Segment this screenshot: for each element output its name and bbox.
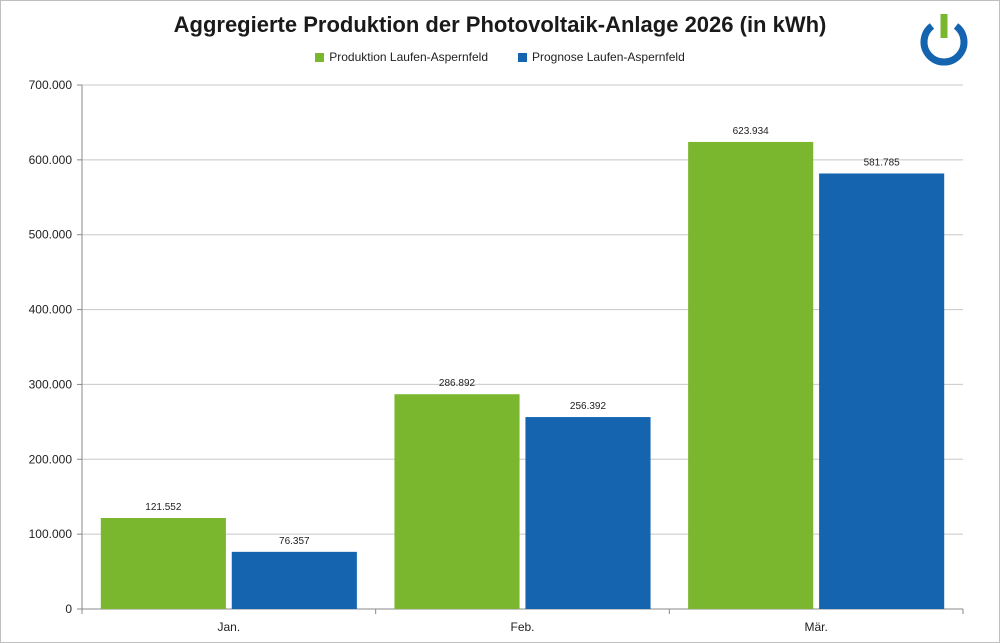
legend-swatch-production [315, 52, 325, 62]
bar-production [394, 394, 520, 609]
legend: Produktion Laufen-Aspernfeld Prognose La… [0, 50, 1000, 64]
data-label: 623.934 [733, 126, 770, 137]
data-label: 121.552 [145, 502, 182, 513]
y-tick-label: 100.000 [29, 527, 73, 541]
legend-swatch-forecast [518, 52, 527, 62]
data-label: 581.785 [864, 157, 901, 168]
chart-title: Aggregierte Produktion der Photovoltaik-… [173, 12, 827, 37]
data-label: 256.392 [570, 401, 607, 412]
y-tick-label: 300.000 [29, 377, 73, 391]
y-tick-label: 400.000 [29, 303, 73, 317]
y-tick-label: 500.000 [29, 228, 73, 242]
y-tick-label: 700.000 [29, 78, 73, 92]
y-tick-label: 600.000 [29, 153, 73, 167]
bar-forecast [819, 173, 945, 609]
legend-label-forecast: Prognose Laufen-Aspernfeld [532, 50, 685, 64]
bar-forecast [231, 551, 357, 609]
bar-production [688, 141, 814, 609]
x-tick-label: Feb. [510, 620, 534, 634]
x-tick-label: Mär. [804, 620, 827, 634]
x-tick-label: Jan. [217, 620, 240, 634]
legend-item-forecast: Prognose Laufen-Aspernfeld [518, 50, 685, 64]
bar-forecast [525, 417, 651, 609]
y-tick-label: 200.000 [29, 452, 73, 466]
data-label: 286.892 [439, 378, 476, 389]
data-label: 76.357 [279, 536, 310, 547]
legend-item-production: Produktion Laufen-Aspernfeld [315, 50, 488, 64]
legend-label-production: Produktion Laufen-Aspernfeld [329, 50, 488, 64]
power-button-logo-icon [920, 14, 968, 66]
y-tick-label: 0 [65, 602, 72, 616]
bar-production [100, 518, 226, 609]
